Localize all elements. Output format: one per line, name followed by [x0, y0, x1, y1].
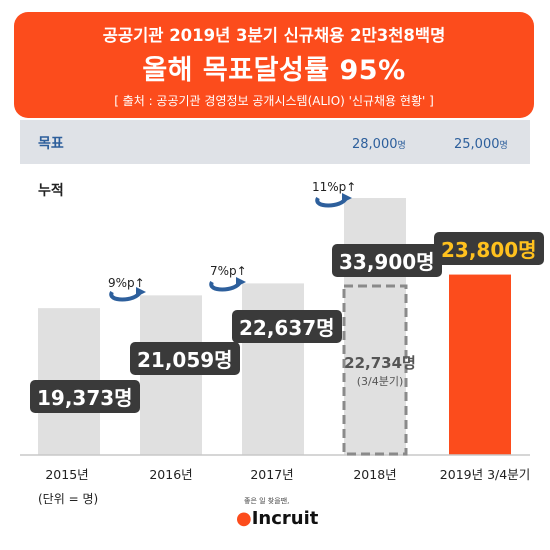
growth-arrow-1: [209, 280, 242, 292]
title-banner: 공공기관 2019년 3분기 신규채용 2만3천8백명 올해 목표달성률 95%…: [14, 12, 534, 118]
logo-name: ●Incruit: [236, 508, 319, 529]
value-label-2016: 21,059명: [130, 342, 240, 375]
value-label-2015: 19,373명: [30, 380, 140, 413]
bar-4: [449, 274, 511, 455]
growth-arrow-head-1: [236, 277, 246, 287]
x-label-2016: 2016년: [149, 467, 193, 482]
subheadline: 올해 목표달성률 95%: [142, 55, 406, 86]
growth-label-2018: 11%p↑: [312, 180, 357, 194]
x-label-2019: 2019년 3/4분기: [439, 467, 531, 482]
growth-arrow-2: [315, 196, 348, 208]
partial-2018-outline: [342, 284, 408, 456]
cumulative-label: 누적: [38, 183, 64, 199]
logo-dot-icon: ●: [236, 508, 252, 529]
x-label-2018: 2018년: [353, 467, 397, 482]
growth-label-2016: 9%p↑: [108, 276, 145, 290]
growth-arrow-0: [109, 290, 142, 302]
logo-tagline: 좋은 일 찾을땐,: [244, 497, 290, 505]
source-note: [ 출처 : 공공기관 경영정보 공개시스템(ALIO) '신규채용 현황' ]: [114, 94, 434, 108]
growth-arrow-head-2: [342, 193, 352, 203]
goal-value-2018: 28,000명: [352, 137, 406, 152]
value-label-2019: 23,800명: [434, 232, 544, 265]
growth-label-2017: 7%p↑: [210, 264, 247, 278]
goal-band: [20, 120, 530, 164]
growth-arrow-head-0: [136, 287, 146, 297]
goal-label: 목표: [38, 136, 64, 152]
bar-3: [344, 198, 406, 455]
bar-1: [140, 295, 202, 455]
headline: 공공기관 2019년 3분기 신규채용 2만3천8백명: [102, 26, 446, 45]
x-label-2015: 2015년: [45, 467, 89, 482]
incruit-logo: 좋은 일 찾을땐, ●Incruit: [236, 496, 326, 529]
goal-value-2019: 25,000명: [454, 137, 508, 152]
x-label-2017: 2017년: [250, 467, 294, 482]
value-label-2018: 33,900명: [332, 244, 442, 277]
unit-note: (단위 = 명): [38, 492, 99, 506]
value-label-2017: 22,637명: [232, 310, 342, 343]
partial-2018-label: 22,734명 (3/4분기): [344, 354, 416, 388]
